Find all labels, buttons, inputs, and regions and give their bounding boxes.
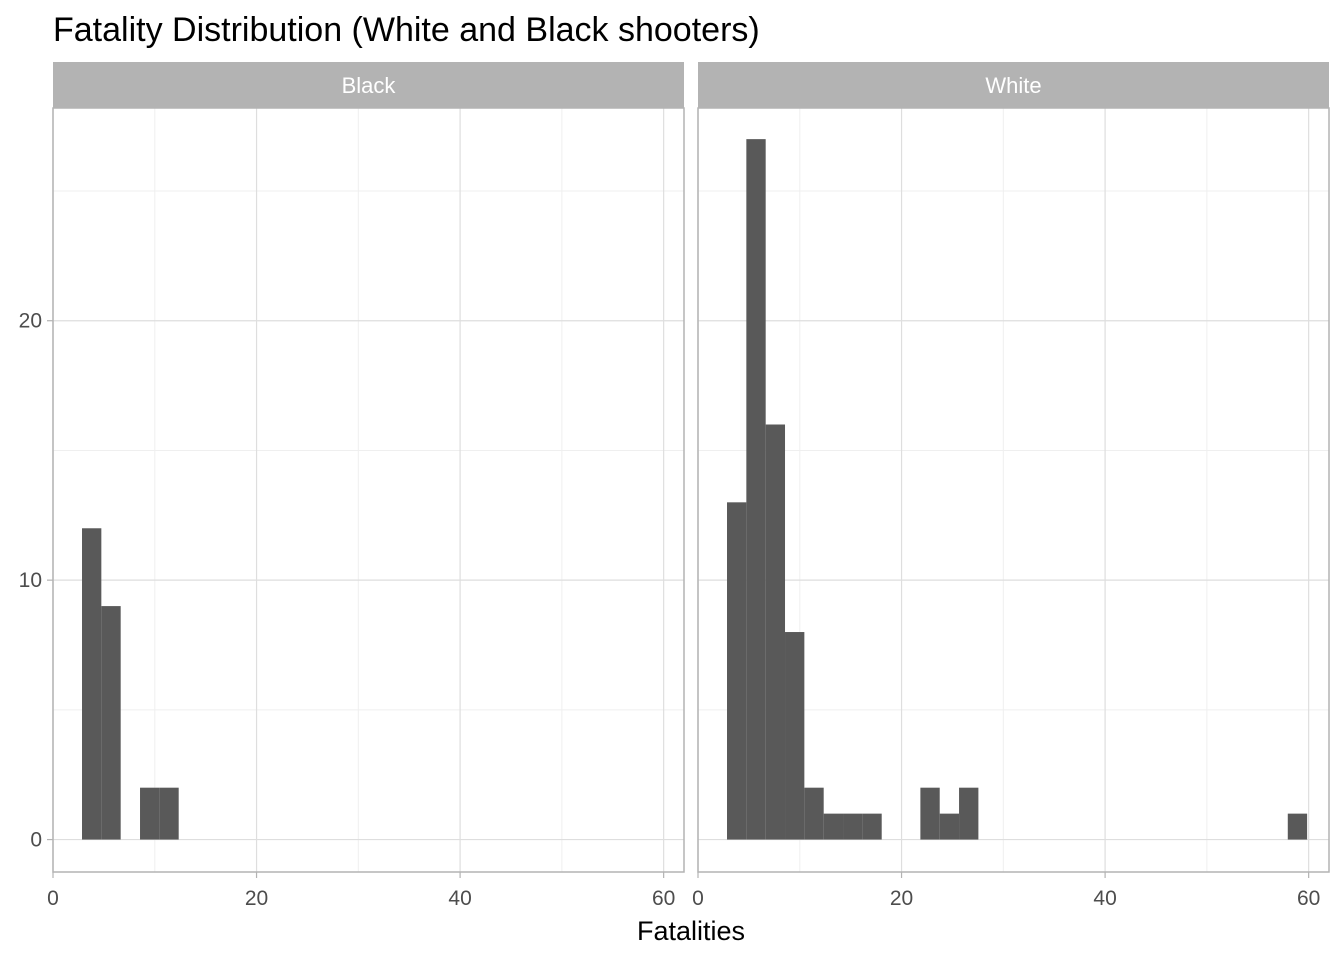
histogram-bar [765,424,786,840]
chart-title: Fatality Distribution (White and Black s… [53,11,760,49]
facet-strip-label: White [985,73,1041,98]
x-tick-label: 40 [448,887,471,910]
histogram-bar [843,813,863,840]
facet-strip-label: Black [342,73,397,98]
histogram-bar [82,528,102,840]
x-tick-label: 20 [245,887,268,910]
y-tick-label: 10 [19,569,42,592]
x-tick-label: 60 [1297,887,1320,910]
x-tick-label: 40 [1093,887,1116,910]
histogram-bar [920,787,940,840]
histogram-bar [804,787,824,840]
x-tick-label: 0 [47,887,59,910]
histogram-bar [101,606,121,840]
facet-strip [698,62,1329,108]
histogram-bar [1287,813,1308,840]
histogram-bar [862,813,882,840]
histogram-bar [823,813,844,840]
histogram-bar [159,787,179,840]
histogram-bar [785,632,805,840]
x-tick-label: 20 [890,887,913,910]
panel-border [52,107,685,873]
histogram-bar [959,787,979,840]
x-tick-label: 60 [652,887,675,910]
panel-white: White 0 20 40 60 [692,62,1330,910]
histogram-bar [746,139,766,840]
x-axis-title: Fatalities [637,916,745,946]
histogram-bar [939,813,960,840]
y-tick-label: 0 [30,829,42,852]
panel-black: Black 0 20 40 60 0 10 20 [19,62,685,910]
facet-strip [53,62,684,108]
histogram-bar [727,502,747,840]
y-tick-label: 20 [19,310,42,333]
histogram-bar [140,787,160,840]
panel-border [697,107,1330,873]
plot-area: Black 0 20 40 60 0 10 20 White 0 20 40 60 [19,62,1330,910]
x-tick-label: 0 [692,887,704,910]
